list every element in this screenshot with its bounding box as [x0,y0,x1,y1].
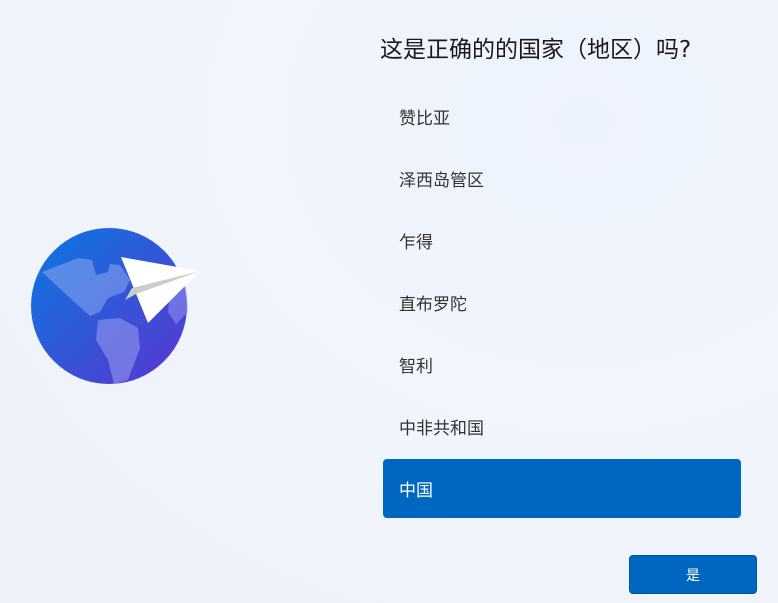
region-list[interactable]: 赞比亚 泽西岛管区 乍得 直布罗陀 智利 中非共和国 中国 [383,85,741,518]
list-item-region[interactable]: 乍得 [399,232,433,253]
list-item-region[interactable]: 直布罗陀 [399,294,467,315]
list-item-region[interactable]: 赞比亚 [399,108,450,129]
list-item-region[interactable]: 智利 [399,356,433,377]
list-item-region-selected[interactable]: 中国 [383,459,741,518]
page-title: 这是正确的的国家（地区）吗? [380,37,692,63]
globe-paper-plane-icon [31,228,200,384]
yes-button[interactable]: 是 [629,555,757,594]
list-item-region[interactable]: 泽西岛管区 [399,170,484,191]
list-item-region[interactable]: 中非共和国 [399,418,484,439]
